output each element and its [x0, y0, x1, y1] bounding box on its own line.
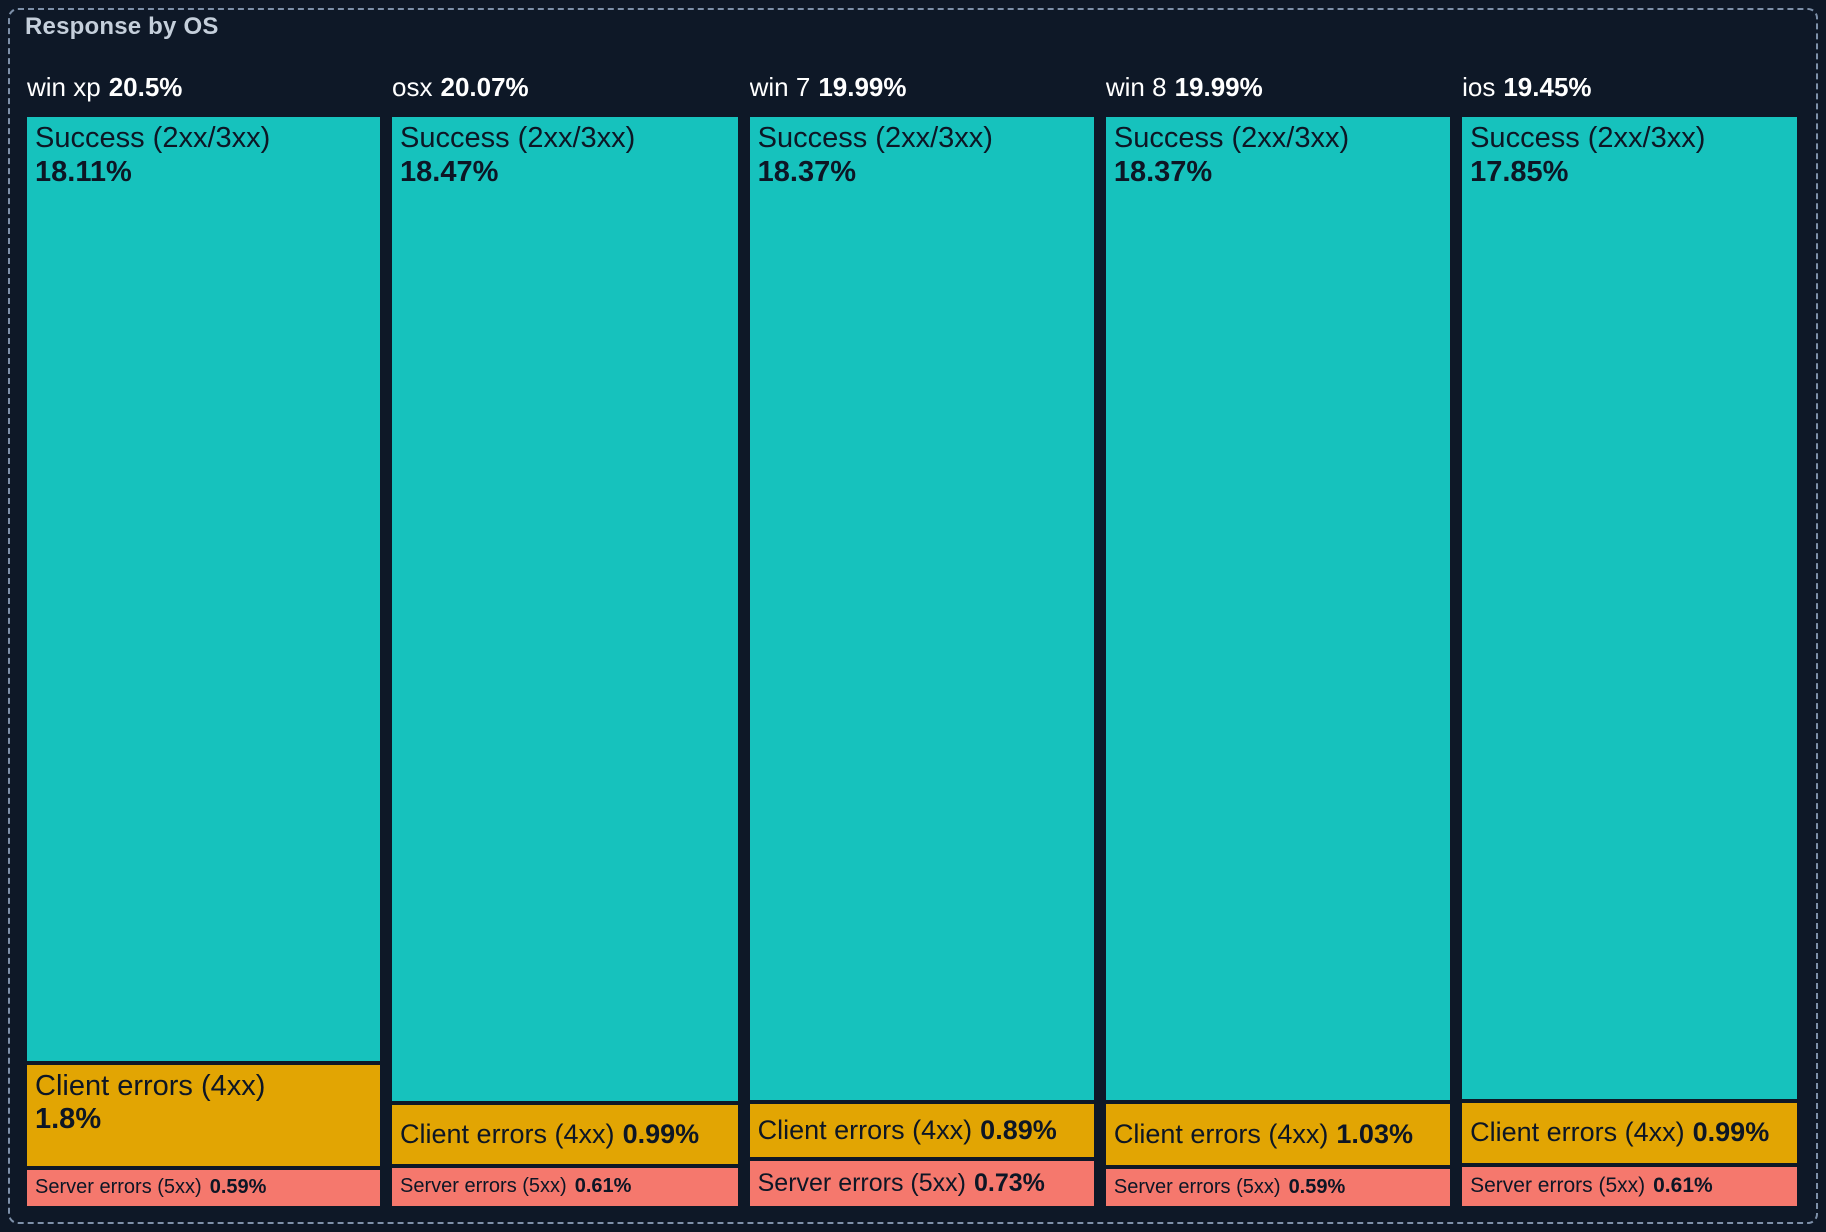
os-segments: Success (2xx/3xx) 18.37% Client errors (… [1105, 117, 1451, 1206]
segment-label: Client errors (4xx) [757, 1115, 973, 1146]
os-segments: Success (2xx/3xx) 18.37% Client errors (… [749, 117, 1094, 1206]
segment-label: Server errors (5xx) [1113, 1175, 1281, 1198]
segment-server[interactable]: Server errors (5xx) 0.61% [392, 1167, 738, 1207]
os-column-header[interactable]: ios 19.45% [1462, 72, 1797, 102]
os-column: ios 19.45% Success (2xx/3xx) 17.85% Clien… [1462, 72, 1798, 1206]
segment-server[interactable]: Server errors (5xx) 0.59% [27, 1169, 381, 1206]
segment-label: Client errors (4xx) [1470, 1117, 1685, 1148]
segment-success[interactable]: Success (2xx/3xx) 18.47% [392, 117, 738, 1102]
segment-label: Client errors (4xx) [1113, 1118, 1329, 1149]
os-name: ios [1462, 72, 1496, 102]
segment-success[interactable]: Success (2xx/3xx) 18.37% [749, 117, 1094, 1101]
segment-percent: 0.59% [1288, 1175, 1346, 1198]
os-column-header[interactable]: win xp 20.5% [27, 72, 380, 102]
segment-label: Success (2xx/3xx) [1470, 122, 1706, 154]
segment-client[interactable]: Client errors (4xx) 0.89% [749, 1104, 1094, 1158]
segment-server[interactable]: Server errors (5xx) 0.59% [1105, 1168, 1451, 1206]
os-name: win 8 [1105, 72, 1167, 102]
os-column: win xp 20.5% Success (2xx/3xx) 18.11% Cli… [27, 72, 381, 1206]
segment-label: Client errors (4xx) [400, 1119, 615, 1150]
os-total-percent: 19.45% [1503, 72, 1592, 102]
os-segments: Success (2xx/3xx) 17.85% Client errors (… [1462, 117, 1798, 1206]
segment-label: Server errors (5xx) [400, 1175, 567, 1198]
segment-client[interactable]: Client errors (4xx) 1.03% [1105, 1104, 1451, 1165]
segment-percent: 0.61% [1653, 1174, 1713, 1198]
panel-title: Response by OS [25, 13, 219, 40]
segment-client[interactable]: Client errors (4xx) 0.99% [392, 1105, 738, 1164]
segment-label: Server errors (5xx) [1470, 1174, 1646, 1198]
os-name: win 7 [749, 72, 811, 102]
segment-label: Server errors (5xx) [35, 1176, 202, 1199]
os-total-percent: 19.99% [818, 72, 907, 102]
segment-label: Success (2xx/3xx) [757, 122, 993, 154]
os-name: win xp [27, 72, 101, 102]
segment-success[interactable]: Success (2xx/3xx) 18.37% [1105, 117, 1451, 1101]
segment-percent: 18.11% [35, 155, 132, 188]
segment-percent: 0.89% [980, 1115, 1057, 1146]
os-total-percent: 19.99% [1174, 72, 1263, 102]
segment-percent: 0.59% [209, 1176, 267, 1199]
segment-percent: 0.99% [1692, 1117, 1770, 1148]
segment-label: Success (2xx/3xx) [400, 122, 636, 154]
segment-label: Server errors (5xx) [757, 1169, 966, 1198]
segment-client[interactable]: Client errors (4xx) 1.8% [27, 1064, 381, 1166]
segment-success[interactable]: Success (2xx/3xx) 17.85% [1462, 117, 1798, 1099]
segment-percent: 0.61% [574, 1175, 632, 1198]
segment-percent: 0.99% [622, 1119, 700, 1150]
segment-success[interactable]: Success (2xx/3xx) 18.11% [27, 117, 381, 1061]
os-segments: Success (2xx/3xx) 18.47% Client errors (… [392, 117, 738, 1207]
os-column: win 8 19.99% Success (2xx/3xx) 18.37% Cli… [1105, 72, 1451, 1206]
segment-percent: 18.37% [1113, 155, 1213, 188]
segment-client[interactable]: Client errors (4xx) 0.99% [1462, 1102, 1798, 1163]
segment-server[interactable]: Server errors (5xx) 0.73% [749, 1161, 1094, 1206]
os-column: osx 20.07% Success (2xx/3xx) 18.47% Clien… [392, 72, 738, 1207]
segment-percent: 1.8% [35, 1103, 102, 1136]
segment-percent: 17.85% [1470, 155, 1569, 188]
segment-percent: 0.73% [974, 1169, 1045, 1198]
os-segments: Success (2xx/3xx) 18.11% Client errors (… [27, 117, 381, 1206]
response-by-os-treemap: win xp 20.5% Success (2xx/3xx) 18.11% Cli… [27, 72, 1798, 1207]
os-total-percent: 20.5% [108, 72, 183, 102]
segment-percent: 18.47% [400, 155, 499, 188]
os-column: win 7 19.99% Success (2xx/3xx) 18.37% Cli… [749, 72, 1094, 1206]
segment-label: Success (2xx/3xx) [35, 122, 271, 154]
segment-percent: 1.03% [1336, 1118, 1413, 1149]
os-column-header[interactable]: win 7 19.99% [750, 72, 1094, 102]
os-column-header[interactable]: osx 20.07% [392, 72, 738, 102]
segment-percent: 18.37% [757, 155, 856, 188]
os-name: osx [392, 72, 433, 102]
segment-server[interactable]: Server errors (5xx) 0.61% [1462, 1166, 1798, 1206]
os-column-header[interactable]: win 8 19.99% [1106, 72, 1450, 102]
segment-label: Client errors (4xx) [35, 1069, 266, 1102]
segment-label: Success (2xx/3xx) [1113, 122, 1350, 154]
os-total-percent: 20.07% [440, 72, 529, 102]
